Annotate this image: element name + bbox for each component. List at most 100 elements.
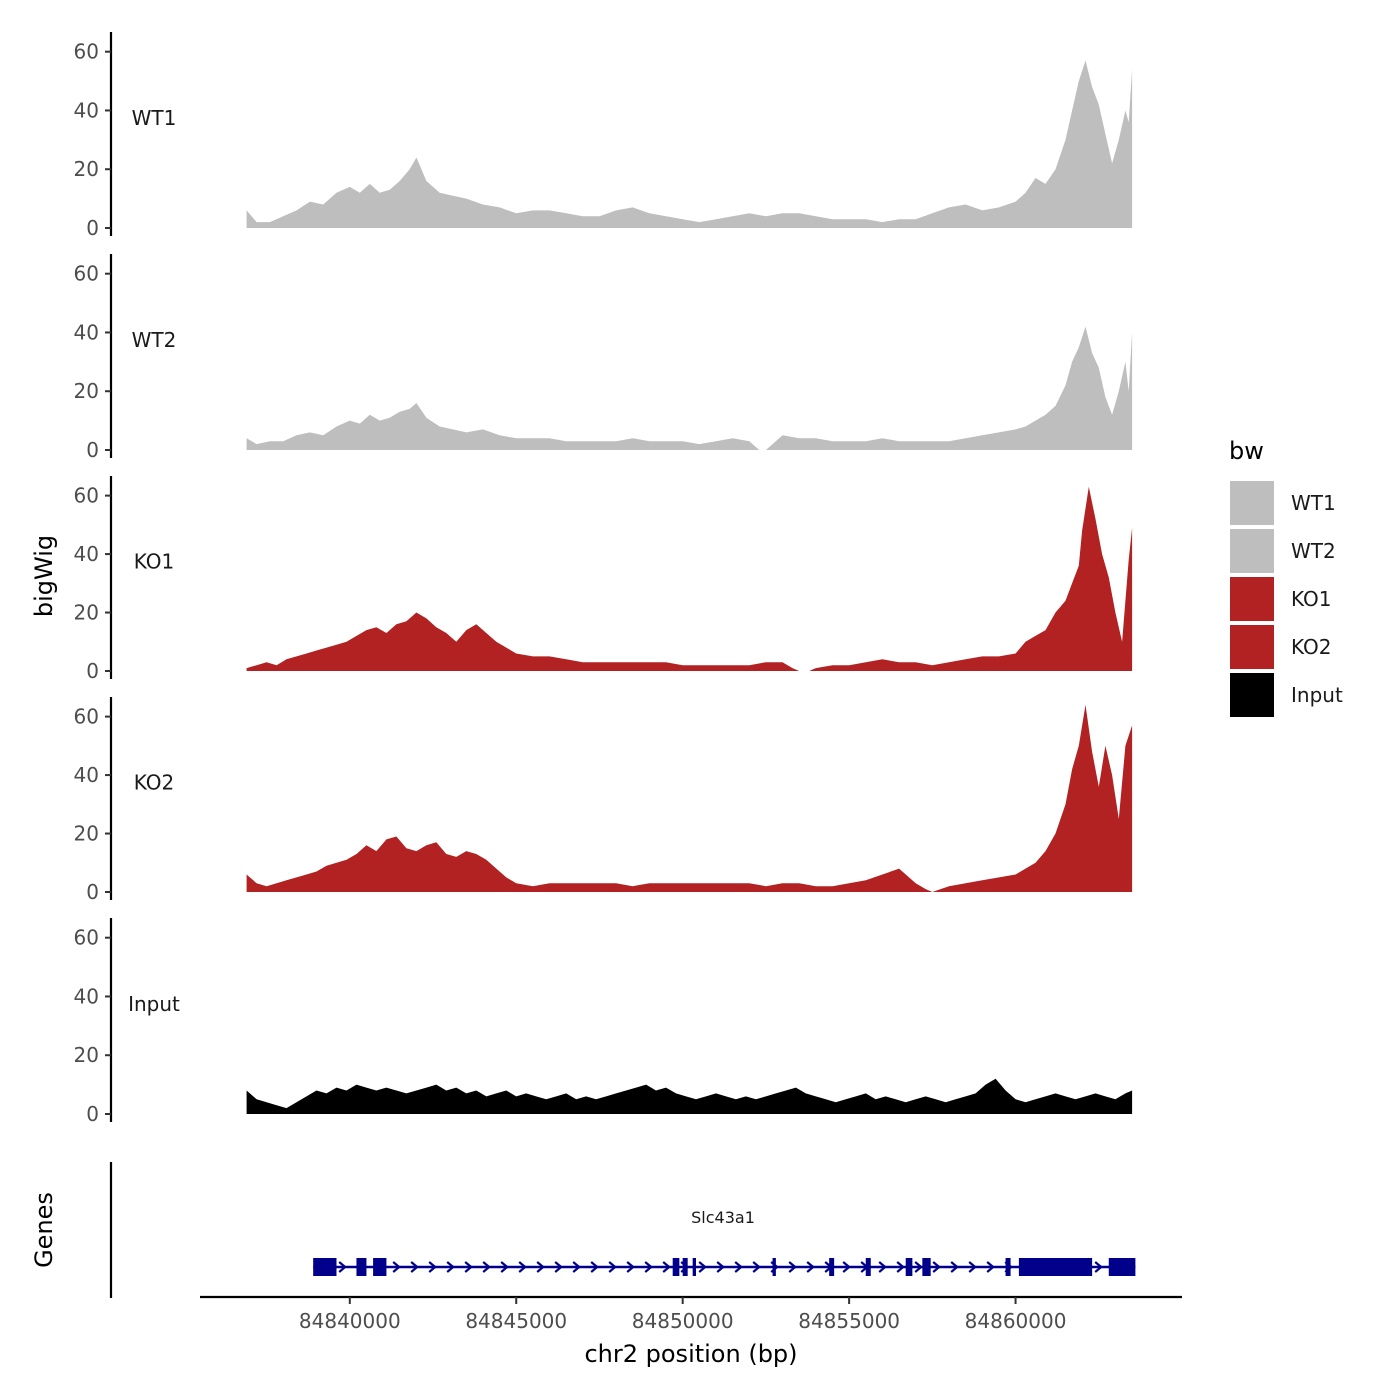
strand-arrow — [482, 1261, 491, 1273]
strand-arrow — [446, 1261, 455, 1273]
y-tick-label: 60 — [74, 40, 99, 64]
strand-arrow — [428, 1261, 437, 1273]
strand-arrow — [554, 1261, 563, 1273]
y-tick-label: 0 — [86, 880, 99, 904]
strand-arrow — [662, 1261, 671, 1273]
gene-track: Genes Slc43a1 — [30, 1162, 1136, 1298]
strand-arrow — [500, 1261, 509, 1273]
coverage-area-input — [246, 1078, 1133, 1114]
y-tick-label: 0 — [86, 438, 99, 462]
track-label: WT2 — [132, 328, 177, 352]
legend-label: KO1 — [1291, 587, 1332, 611]
y-tick-label: 60 — [74, 705, 99, 729]
y-tick-label: 0 — [86, 216, 99, 240]
track-label: KO2 — [134, 771, 175, 795]
track-ko2: 0 20 40 60 KO2 — [74, 697, 1133, 904]
strand-arrow — [716, 1261, 725, 1273]
legend-label: KO2 — [1291, 635, 1332, 659]
gene-exon — [692, 1258, 696, 1276]
legend-swatch-ko2 — [1230, 625, 1274, 669]
strand-arrow — [878, 1261, 887, 1273]
y-tick-label: 60 — [74, 926, 99, 950]
gene-exon — [772, 1258, 776, 1276]
gene-exon — [373, 1258, 387, 1276]
legend-swatch-wt1 — [1230, 481, 1274, 525]
gene-exon — [865, 1258, 871, 1276]
strand-arrow — [734, 1261, 743, 1273]
strand-arrow — [608, 1261, 617, 1273]
gene-exon — [356, 1258, 367, 1276]
y-tick-label: 40 — [74, 984, 99, 1008]
gene-exon — [922, 1258, 931, 1276]
legend-label: WT1 — [1291, 491, 1336, 515]
legend-swatch-ko1 — [1230, 577, 1274, 621]
strand-arrow — [896, 1261, 905, 1273]
track-label: Input — [128, 992, 180, 1016]
strand-arrow — [464, 1261, 473, 1273]
y-tick-label: 60 — [74, 484, 99, 508]
y-tick-label: 40 — [74, 320, 99, 344]
y-tick-label: 40 — [74, 763, 99, 787]
strand-arrow — [968, 1261, 977, 1273]
track-ko1: 0 20 40 60 KO1 — [74, 476, 1133, 683]
track-wt1: 0 20 40 60 WT1 — [74, 32, 1133, 240]
track-input: 0 20 40 60 Input — [74, 918, 1133, 1126]
strand-arrow — [590, 1261, 599, 1273]
y-tick-label: 0 — [86, 1102, 99, 1126]
coverage-tracks: 0 20 40 60 WT1 0 20 40 60 WT2 0 20 40 60 KO1 0 20 40 60 KO2… — [74, 32, 1133, 1126]
coverage-area-ko2 — [246, 704, 1133, 892]
y-tick-label: 40 — [74, 542, 99, 566]
y-tick-label: 0 — [86, 659, 99, 683]
track-label: WT1 — [132, 106, 177, 130]
legend-title: bw — [1229, 437, 1264, 465]
strand-arrow — [806, 1261, 815, 1273]
gene-exon — [313, 1258, 337, 1276]
strand-arrow — [644, 1261, 653, 1273]
strand-arrow — [410, 1261, 419, 1273]
track-label: KO1 — [134, 550, 175, 574]
gene-name-label: Slc43a1 — [691, 1208, 755, 1227]
x-tick-label: 84855000 — [798, 1309, 900, 1333]
x-axis: chr2 position (bp) 84840000 84845000 84850… — [200, 1295, 1182, 1368]
legend-label: Input — [1291, 683, 1343, 707]
strand-arrow — [572, 1261, 581, 1273]
x-tick-label: 84845000 — [465, 1309, 567, 1333]
coverage-area-wt2 — [246, 326, 1133, 450]
y-tick-label: 20 — [74, 157, 99, 181]
y-tick-label: 20 — [74, 379, 99, 403]
strand-arrow — [914, 1261, 923, 1273]
gene-exon — [829, 1258, 835, 1276]
x-axis-title: chr2 position (bp) — [584, 1340, 797, 1368]
track-wt2: 0 20 40 60 WT2 — [74, 254, 1133, 462]
gene-exon — [1018, 1258, 1093, 1276]
strand-arrow — [950, 1261, 959, 1273]
coverage-area-wt1 — [246, 60, 1133, 228]
strand-arrow — [518, 1261, 527, 1273]
coverage-area-ko1 — [246, 486, 1133, 671]
strand-arrow — [626, 1261, 635, 1273]
gene-exon — [672, 1258, 680, 1276]
strand-arrow — [842, 1261, 851, 1273]
x-tick-label: 84850000 — [632, 1309, 734, 1333]
strand-arrow — [932, 1261, 941, 1273]
strand-arrow — [536, 1261, 545, 1273]
y-tick-label: 40 — [74, 98, 99, 122]
x-tick-label: 84840000 — [299, 1309, 401, 1333]
gene-exon — [905, 1258, 913, 1276]
strand-arrow — [788, 1261, 797, 1273]
gene-exon — [1108, 1258, 1136, 1276]
gene-exon — [682, 1258, 688, 1276]
strand-arrow — [392, 1261, 401, 1273]
strand-arrow — [752, 1261, 761, 1273]
strand-arrow — [698, 1261, 707, 1273]
legend-swatch-wt2 — [1230, 529, 1274, 573]
y-tick-label: 20 — [74, 1043, 99, 1067]
legend: bw WT1 WT2 KO1 KO2 Input — [1229, 437, 1343, 717]
legend-swatch-input — [1230, 673, 1274, 717]
y-tick-label: 20 — [74, 601, 99, 625]
gene-exon — [1005, 1258, 1011, 1276]
strand-arrow — [986, 1261, 995, 1273]
strand-arrow — [338, 1261, 347, 1273]
